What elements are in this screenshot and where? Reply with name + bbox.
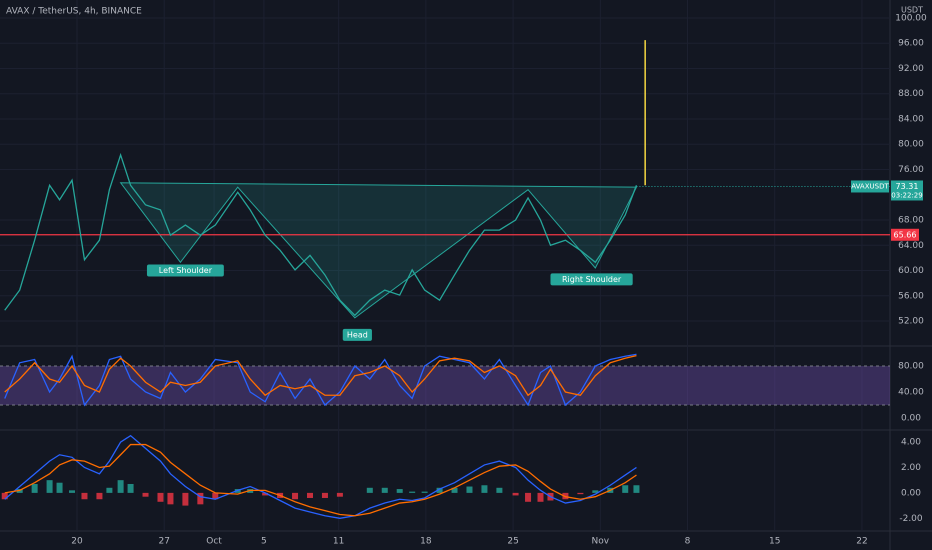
y-tick-label: 92.00: [898, 64, 924, 74]
symbol-label: AVAXUSDT: [851, 182, 889, 190]
countdown-label: 03:22:29: [891, 191, 922, 199]
histogram-bar: [451, 487, 458, 493]
histogram-bar: [31, 483, 38, 493]
y-tick-label: 2.00: [901, 463, 921, 473]
currency-label: USDT: [901, 6, 923, 15]
y-tick-label: 0.00: [901, 413, 921, 423]
histogram-bar: [157, 492, 164, 502]
series-line: [4, 443, 637, 517]
symbol-label-bg: [851, 180, 889, 193]
histogram-bar: [306, 492, 313, 498]
x-tick-label: 27: [158, 537, 169, 547]
hline-label: 65.66: [894, 230, 917, 239]
series-line: [4, 152, 638, 317]
x-tick-label: 8: [685, 537, 691, 547]
histogram-bar: [292, 492, 299, 500]
annotation-bg: [342, 328, 372, 341]
histogram-bar: [142, 492, 149, 497]
annotation-label: Left Shoulder: [159, 266, 213, 275]
x-tick-label: 15: [769, 537, 780, 547]
histogram-bar: [396, 489, 403, 493]
histogram-bar: [622, 485, 629, 493]
histogram-bar: [436, 487, 443, 493]
histogram-bar: [167, 492, 174, 505]
annotation-bg: [146, 264, 224, 277]
y-tick-label: 40.00: [898, 387, 924, 397]
x-tick-label: 25: [507, 537, 518, 547]
hline-label-bg: [891, 228, 919, 241]
histogram-bar: [577, 492, 584, 495]
x-tick-label: 22: [856, 537, 867, 547]
y-tick-label: -2.00: [899, 514, 923, 524]
histogram-bar: [182, 492, 189, 506]
x-tick-label: Oct: [206, 537, 222, 547]
pattern-shape: [119, 182, 638, 319]
histogram-bar: [106, 487, 113, 493]
y-tick-label: 80.00: [898, 140, 924, 150]
y-tick-label: 68.00: [898, 216, 924, 226]
y-tick-label: 56.00: [898, 291, 924, 301]
y-tick-label: 96.00: [898, 39, 924, 49]
histogram-bar: [117, 480, 124, 493]
band-fill: [0, 366, 890, 405]
y-tick-label: 0.00: [901, 488, 921, 498]
histogram-bar: [496, 487, 503, 493]
last-price-bg: [891, 180, 923, 201]
x-tick-label: 5: [261, 537, 267, 547]
annotation-label: Head: [347, 330, 368, 339]
y-tick-label: 80.00: [898, 362, 924, 372]
x-tick-label: 18: [420, 537, 432, 547]
histogram-bar: [96, 492, 103, 500]
histogram-bar: [525, 492, 532, 502]
y-tick-label: 4.00: [901, 438, 921, 448]
histogram-bar: [321, 492, 328, 498]
series-line: [4, 354, 637, 397]
last-price-label: 73.31: [896, 182, 919, 191]
x-tick-label: Nov: [592, 537, 610, 547]
y-tick-label: 76.00: [898, 165, 924, 175]
histogram-bar: [56, 482, 63, 493]
x-tick-label: 20: [71, 537, 83, 547]
y-tick-label: 88.00: [898, 89, 924, 99]
histogram-bar: [381, 487, 388, 493]
histogram-bar: [81, 492, 88, 500]
histogram-bar: [69, 490, 76, 493]
annotation-bg: [550, 273, 633, 286]
y-tick-label: 52.00: [898, 317, 924, 327]
histogram-bar: [512, 492, 519, 496]
histogram-bar: [336, 492, 343, 497]
x-tick-label: 11: [333, 537, 344, 547]
histogram-bar: [592, 490, 599, 493]
histogram-bar: [262, 492, 269, 496]
histogram-bar: [421, 491, 428, 493]
histogram-bar: [46, 480, 53, 493]
y-tick-label: 64.00: [898, 241, 924, 251]
histogram-bar: [466, 486, 473, 493]
histogram-bar: [1, 492, 8, 500]
histogram-bar: [366, 487, 373, 493]
y-tick-label: 100.00: [895, 13, 927, 23]
histogram-bar: [537, 492, 544, 502]
series-line: [4, 353, 637, 407]
y-tick-label: 60.00: [898, 266, 924, 276]
chart-title: AVAX / TetherUS, 4h, BINANCE: [6, 7, 142, 17]
histogram-bar: [409, 491, 416, 493]
histogram-bar: [212, 492, 219, 500]
histogram-bar: [633, 485, 640, 493]
histogram-bar: [197, 492, 204, 505]
annotation-label: Right Shoulder: [562, 275, 622, 284]
y-tick-label: 84.00: [898, 114, 924, 124]
histogram-bar: [481, 485, 488, 493]
histogram-bar: [127, 483, 134, 493]
